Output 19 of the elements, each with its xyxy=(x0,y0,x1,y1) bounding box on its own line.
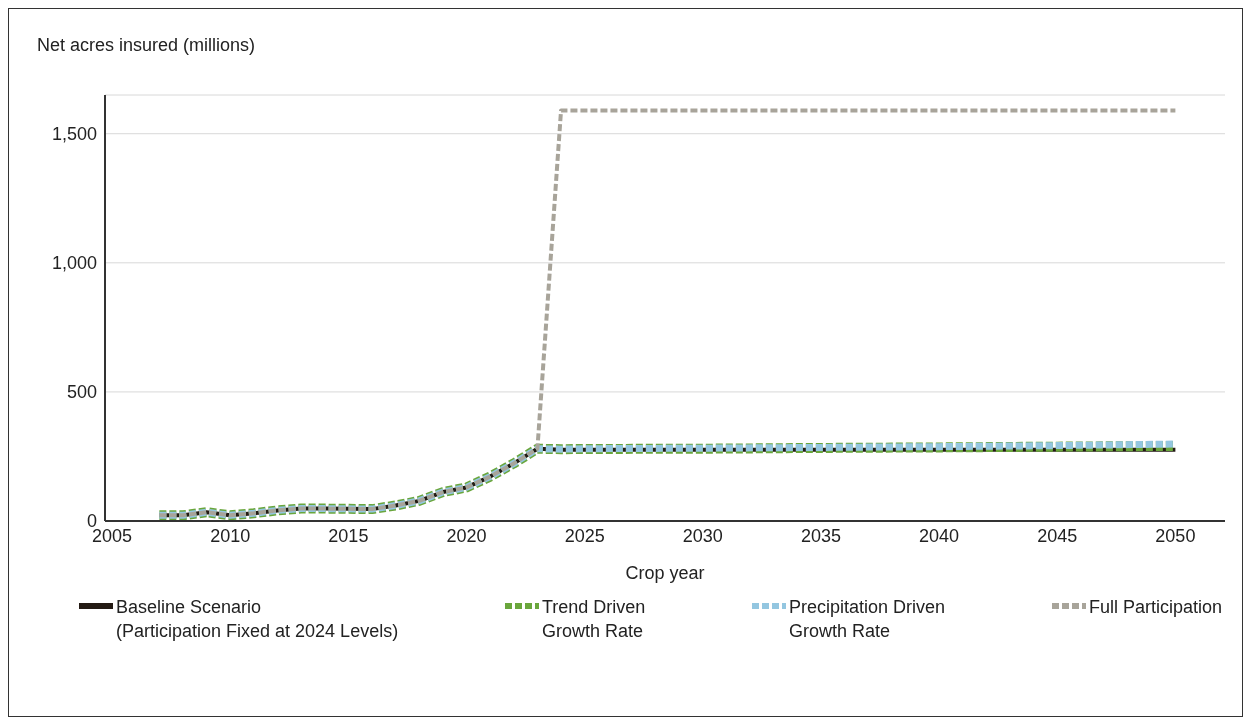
legend-label: Precipitation Driven Growth Rate xyxy=(789,596,946,643)
legend-label: Trend Driven Growth Rate xyxy=(541,596,646,643)
y-tick-label: 500 xyxy=(66,382,97,403)
legend-label: Full Participation xyxy=(1088,596,1222,619)
x-tick-label: 2035 xyxy=(800,525,841,546)
legend-label: Baseline Scenario (Participation Fixed at 2024 Levels) xyxy=(116,596,399,643)
x-axis-title: Crop year xyxy=(625,563,705,583)
line-series xyxy=(157,108,1178,518)
x-tick-label: 2025 xyxy=(564,525,605,546)
x-tick-label: 2040 xyxy=(919,525,960,546)
x-tick-label: 2030 xyxy=(682,525,723,546)
x-tick-label: 2045 xyxy=(1037,525,1078,546)
x-tick-label: 2010 xyxy=(210,525,251,546)
y-tick-label: 1,000 xyxy=(51,253,97,274)
x-tick-label: 2015 xyxy=(328,525,369,546)
y-axis-title: Net acres insured (millions) xyxy=(36,34,257,57)
y-tick-label: 1,500 xyxy=(51,124,97,145)
x-tick-label: 2020 xyxy=(446,525,487,546)
x-tick-label: 2050 xyxy=(1155,525,1196,546)
